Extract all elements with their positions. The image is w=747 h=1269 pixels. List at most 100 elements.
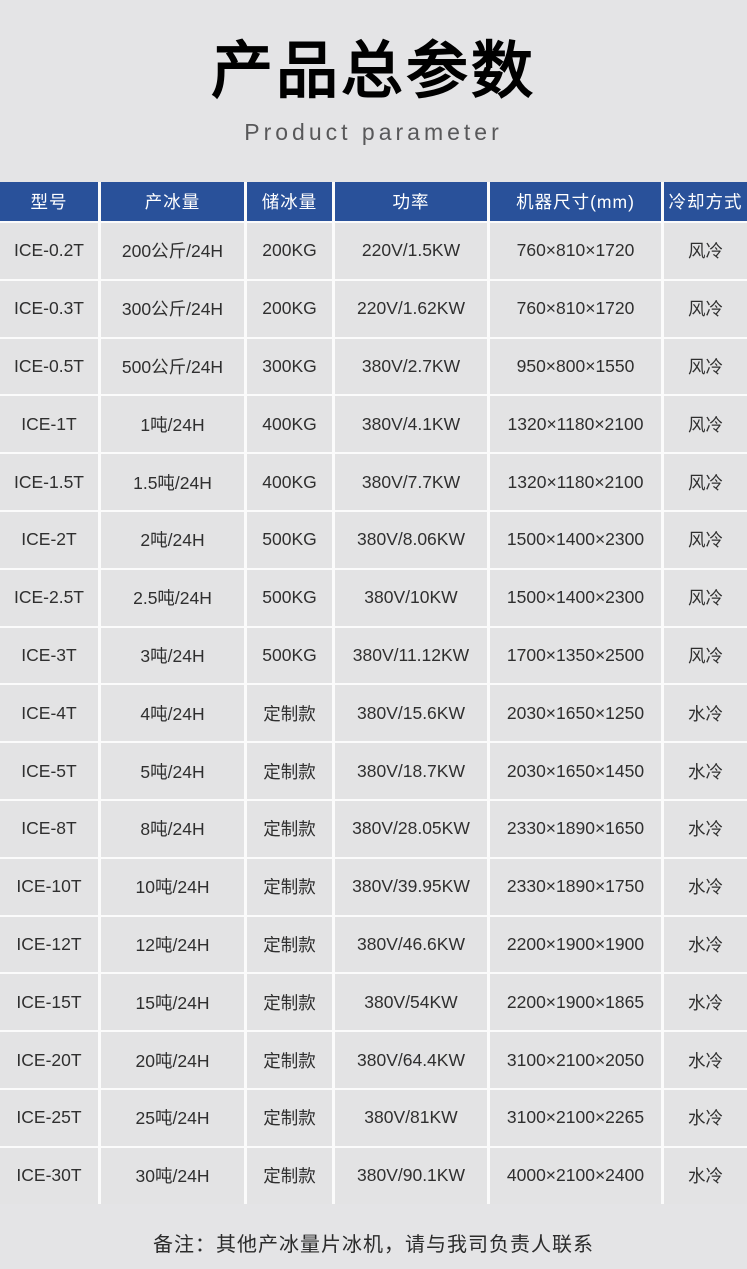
cell-ice_storage: 500KG <box>247 569 332 626</box>
cell-power: 380V/18.7KW <box>335 743 487 799</box>
cell-power: 380V/81KW <box>335 1089 487 1146</box>
cell-power: 380V/64.4KW <box>335 1032 487 1088</box>
cell-ice_production: 3吨/24H <box>101 627 244 684</box>
cell-cooling: 水冷 <box>664 974 747 1031</box>
cell-ice_production: 15吨/24H <box>101 974 244 1031</box>
cell-cooling: 水冷 <box>664 800 747 857</box>
cell-ice_production: 1.5吨/24H <box>101 454 244 510</box>
cell-dimensions: 2200×1900×1900 <box>490 916 661 973</box>
cell-ice_storage: 定制款 <box>247 974 332 1031</box>
cell-cooling: 水冷 <box>664 1089 747 1146</box>
cell-ice_production: 1吨/24H <box>101 396 244 453</box>
cell-dimensions: 2030×1650×1250 <box>490 685 661 742</box>
cell-dimensions: 1500×1400×2300 <box>490 511 661 568</box>
cell-model: ICE-12T <box>0 916 98 973</box>
cell-dimensions: 2330×1890×1650 <box>490 800 661 857</box>
column-header-model: 型号 <box>0 182 98 221</box>
cell-cooling: 风冷 <box>664 627 747 684</box>
cell-dimensions: 1320×1180×2100 <box>490 396 661 453</box>
cell-dimensions: 3100×2100×2050 <box>490 1032 661 1088</box>
column-header-dimensions: 机器尺寸(mm) <box>490 182 661 221</box>
cell-cooling: 风冷 <box>664 454 747 510</box>
cell-ice_storage: 定制款 <box>247 743 332 799</box>
cell-cooling: 风冷 <box>664 338 747 395</box>
cell-ice_production: 2.5吨/24H <box>101 569 244 626</box>
cell-cooling: 风冷 <box>664 396 747 453</box>
cell-cooling: 水冷 <box>664 1147 747 1204</box>
cell-model: ICE-10T <box>0 858 98 915</box>
cell-ice_production: 8吨/24H <box>101 800 244 857</box>
cell-power: 380V/11.12KW <box>335 627 487 684</box>
cell-power: 380V/7.7KW <box>335 454 487 510</box>
product-parameter-table: 型号 产冰量 储冰量 功率 机器尺寸(mm) 冷却方式 ICE-0.2T 200公斤/24H 2… <box>0 182 747 1204</box>
cell-model: ICE-8T <box>0 800 98 857</box>
cell-ice_storage: 500KG <box>247 627 332 684</box>
cell-dimensions: 3100×2100×2265 <box>490 1089 661 1146</box>
cell-power: 380V/54KW <box>335 974 487 1031</box>
cell-power: 380V/10KW <box>335 569 487 626</box>
cell-model: ICE-1.5T <box>0 454 98 510</box>
cell-model: ICE-25T <box>0 1089 98 1146</box>
cell-cooling: 水冷 <box>664 916 747 973</box>
cell-power: 380V/39.95KW <box>335 858 487 915</box>
cell-ice_production: 2吨/24H <box>101 511 244 568</box>
cell-ice_storage: 定制款 <box>247 685 332 742</box>
cell-power: 380V/15.6KW <box>335 685 487 742</box>
cell-ice_storage: 定制款 <box>247 1147 332 1204</box>
cell-ice_storage: 定制款 <box>247 1089 332 1146</box>
cell-power: 220V/1.5KW <box>335 223 487 279</box>
cell-model: ICE-3T <box>0 627 98 684</box>
column-header-ice_production: 产冰量 <box>101 182 244 221</box>
cell-power: 380V/28.05KW <box>335 800 487 857</box>
cell-dimensions: 760×810×1720 <box>490 223 661 279</box>
cell-dimensions: 2030×1650×1450 <box>490 743 661 799</box>
cell-model: ICE-0.2T <box>0 223 98 279</box>
cell-ice_production: 300公斤/24H <box>101 280 244 337</box>
cell-ice_storage: 300KG <box>247 338 332 395</box>
cell-ice_storage: 定制款 <box>247 916 332 973</box>
cell-power: 380V/2.7KW <box>335 338 487 395</box>
column-header-ice_storage: 储冰量 <box>247 182 332 221</box>
cell-power: 380V/46.6KW <box>335 916 487 973</box>
cell-model: ICE-0.5T <box>0 338 98 395</box>
cell-model: ICE-2T <box>0 511 98 568</box>
cell-ice_production: 4吨/24H <box>101 685 244 742</box>
footer-note: 备注：其他产冰量片冰机，请与我司负责人联系 <box>153 1233 594 1256</box>
cell-dimensions: 950×800×1550 <box>490 338 661 395</box>
cell-ice_production: 20吨/24H <box>101 1032 244 1088</box>
page-title: 产品总参数 <box>210 37 536 106</box>
cell-ice_production: 10吨/24H <box>101 858 244 915</box>
cell-ice_production: 500公斤/24H <box>101 338 244 395</box>
cell-model: ICE-20T <box>0 1032 98 1088</box>
cell-model: ICE-30T <box>0 1147 98 1204</box>
cell-ice_production: 12吨/24H <box>101 916 244 973</box>
cell-power: 220V/1.62KW <box>335 280 487 337</box>
cell-ice_production: 25吨/24H <box>101 1089 244 1146</box>
cell-cooling: 水冷 <box>664 1032 747 1088</box>
cell-ice_storage: 400KG <box>247 454 332 510</box>
cell-ice_storage: 200KG <box>247 223 332 279</box>
column-header-power: 功率 <box>335 182 487 221</box>
cell-model: ICE-5T <box>0 743 98 799</box>
cell-model: ICE-2.5T <box>0 569 98 626</box>
cell-ice_storage: 定制款 <box>247 800 332 857</box>
cell-ice_storage: 定制款 <box>247 1032 332 1088</box>
cell-model: ICE-1T <box>0 396 98 453</box>
column-header-cooling: 冷却方式 <box>664 182 747 221</box>
cell-dimensions: 1500×1400×2300 <box>490 569 661 626</box>
cell-power: 380V/8.06KW <box>335 511 487 568</box>
cell-ice_production: 30吨/24H <box>101 1147 244 1204</box>
page-header: 产品总参数 Product parameter <box>0 0 747 146</box>
cell-dimensions: 4000×2100×2400 <box>490 1147 661 1204</box>
cell-model: ICE-4T <box>0 685 98 742</box>
cell-cooling: 水冷 <box>664 685 747 742</box>
cell-power: 380V/90.1KW <box>335 1147 487 1204</box>
cell-ice_storage: 定制款 <box>247 858 332 915</box>
cell-cooling: 水冷 <box>664 858 747 915</box>
cell-model: ICE-0.3T <box>0 280 98 337</box>
page-subtitle: Product parameter <box>244 119 503 145</box>
cell-dimensions: 760×810×1720 <box>490 280 661 337</box>
cell-ice_production: 5吨/24H <box>101 743 244 799</box>
cell-cooling: 水冷 <box>664 743 747 799</box>
